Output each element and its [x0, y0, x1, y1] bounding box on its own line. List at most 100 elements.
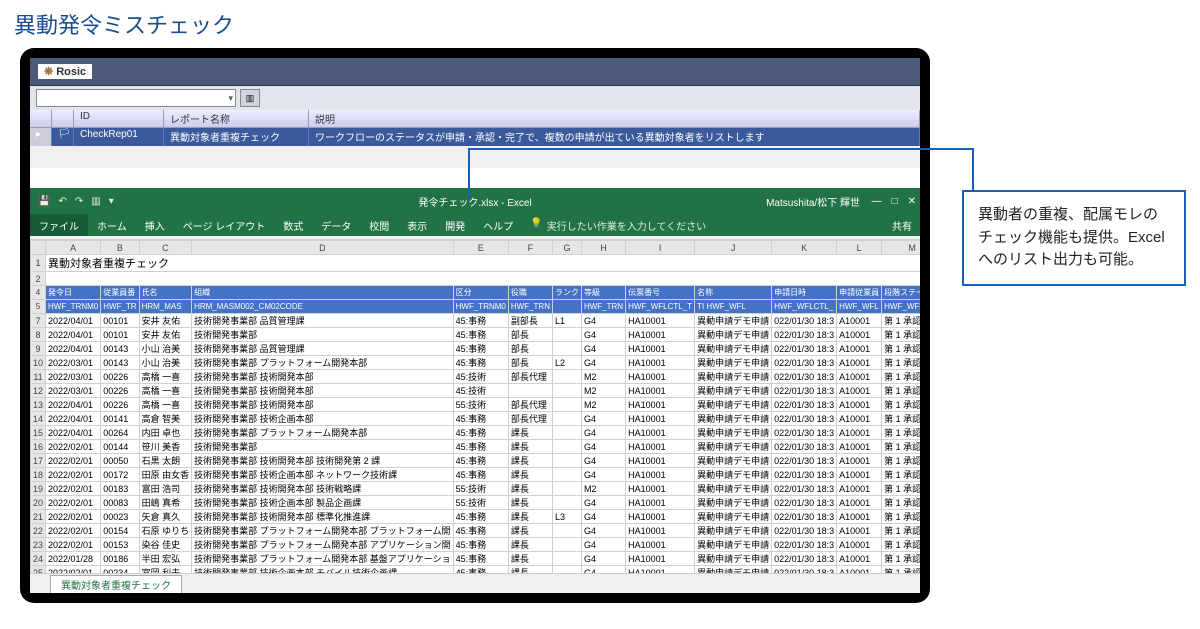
- cell[interactable]: L1: [552, 314, 581, 328]
- maximize-icon[interactable]: □: [892, 196, 898, 207]
- cell[interactable]: 異動申請デモ申請: [695, 412, 772, 426]
- cell[interactable]: 第 1 承認待ち: [882, 356, 920, 370]
- cell[interactable]: 022/01/30 18:3: [772, 314, 837, 328]
- cell[interactable]: 2022/01/28: [46, 552, 101, 566]
- grid-col-name[interactable]: レポート名称: [164, 110, 309, 127]
- cell[interactable]: 異動申請デモ申請: [695, 510, 772, 524]
- cell[interactable]: 00264: [101, 426, 139, 440]
- cell[interactable]: 染谷 佳史: [139, 538, 192, 552]
- cell[interactable]: HA10001: [626, 440, 695, 454]
- col-header[interactable]: E: [453, 241, 508, 255]
- cell[interactable]: 00023: [101, 510, 139, 524]
- cell[interactable]: 異動申請デモ申請: [695, 370, 772, 384]
- cell[interactable]: 異動申請デモ申請: [695, 468, 772, 482]
- col-header[interactable]: D: [192, 241, 454, 255]
- cell[interactable]: 第 1 承認待ち: [882, 538, 920, 552]
- cell[interactable]: HA10001: [626, 370, 695, 384]
- cell[interactable]: 部長: [508, 328, 552, 342]
- cell[interactable]: 異動申請デモ申請: [695, 552, 772, 566]
- row-header[interactable]: 12: [31, 384, 46, 398]
- cell[interactable]: 45:事務: [453, 566, 508, 574]
- field-header[interactable]: 従業員番: [101, 286, 139, 300]
- field-header[interactable]: 等級: [581, 286, 625, 300]
- cell[interactable]: 022/01/30 18:3: [772, 384, 837, 398]
- excel-user[interactable]: Matsushita/松下 輝世: [766, 194, 860, 209]
- cell[interactable]: 00226: [101, 398, 139, 412]
- cell[interactable]: G4: [581, 538, 625, 552]
- cell[interactable]: G4: [581, 552, 625, 566]
- cell[interactable]: 45:技術: [453, 370, 508, 384]
- col-header[interactable]: H: [581, 241, 625, 255]
- cell[interactable]: 第 1 承認待ち: [882, 328, 920, 342]
- cell[interactable]: A10001: [837, 426, 882, 440]
- cell[interactable]: 第 1 承認待ち: [882, 524, 920, 538]
- row-header[interactable]: 18: [31, 468, 46, 482]
- row-header[interactable]: 10: [31, 356, 46, 370]
- cell[interactable]: 異動申請デモ申請: [695, 398, 772, 412]
- cell[interactable]: L3: [552, 510, 581, 524]
- cell[interactable]: 宮岡 利夫: [139, 566, 192, 574]
- cell[interactable]: 高倉 智美: [139, 412, 192, 426]
- cell[interactable]: G4: [581, 510, 625, 524]
- cell[interactable]: 課長: [508, 566, 552, 574]
- cell[interactable]: 富田 浩司: [139, 482, 192, 496]
- cell[interactable]: 00234: [101, 566, 139, 574]
- cell[interactable]: 第 1 承認待ち: [882, 398, 920, 412]
- cell[interactable]: 技術開発事業部 技術開発本部: [192, 370, 454, 384]
- cell[interactable]: 45:事務: [453, 356, 508, 370]
- cell[interactable]: A10001: [837, 482, 882, 496]
- tell-me[interactable]: 💡実行したい作業を入力してください: [530, 218, 706, 233]
- cell[interactable]: A10001: [837, 384, 882, 398]
- cell[interactable]: A10001: [837, 342, 882, 356]
- cell[interactable]: 高橋 一喜: [139, 384, 192, 398]
- cell[interactable]: 022/01/30 18:3: [772, 538, 837, 552]
- share-button[interactable]: 共有: [892, 218, 912, 233]
- cell[interactable]: 課長: [508, 524, 552, 538]
- cell[interactable]: 2022/03/01: [46, 370, 101, 384]
- row-header[interactable]: 24: [31, 552, 46, 566]
- row-header[interactable]: 20: [31, 496, 46, 510]
- cell[interactable]: G4: [581, 496, 625, 510]
- cell[interactable]: A10001: [837, 566, 882, 574]
- cell[interactable]: A10001: [837, 524, 882, 538]
- cell[interactable]: HA10001: [626, 356, 695, 370]
- cell[interactable]: 技術開発事業部 技術開発本部 技術戦略課: [192, 482, 454, 496]
- cell[interactable]: 異動申請デモ申請: [695, 496, 772, 510]
- field-header[interactable]: 伝票番号: [626, 286, 695, 300]
- cell[interactable]: 技術開発事業部 品質管理課: [192, 314, 454, 328]
- cell[interactable]: 異動申請デモ申請: [695, 356, 772, 370]
- cell[interactable]: 2022/03/01: [46, 384, 101, 398]
- cell[interactable]: [552, 552, 581, 566]
- col-header[interactable]: A: [46, 241, 101, 255]
- col-header[interactable]: G: [552, 241, 581, 255]
- cell[interactable]: 第 1 承認待ち: [882, 566, 920, 574]
- cell[interactable]: M2: [581, 384, 625, 398]
- cell[interactable]: 00183: [101, 482, 139, 496]
- tab-home[interactable]: ホーム: [88, 214, 136, 236]
- cell[interactable]: 2022/02/01: [46, 510, 101, 524]
- col-header[interactable]: L: [837, 241, 882, 255]
- cell[interactable]: 高橋 一喜: [139, 398, 192, 412]
- cell[interactable]: HA10001: [626, 538, 695, 552]
- field-header[interactable]: 申請日時: [772, 286, 837, 300]
- cell[interactable]: 00050: [101, 454, 139, 468]
- cell[interactable]: 022/01/30 18:3: [772, 398, 837, 412]
- cell[interactable]: 45:事務: [453, 342, 508, 356]
- row-header[interactable]: 14: [31, 412, 46, 426]
- cell[interactable]: 2022/04/01: [46, 314, 101, 328]
- cell[interactable]: 技術開発事業部 技術開発本部 標準化推進課: [192, 510, 454, 524]
- cell[interactable]: 田原 由女香: [139, 468, 192, 482]
- cell[interactable]: 45:事務: [453, 412, 508, 426]
- cell[interactable]: 2022/04/01: [46, 328, 101, 342]
- row-header[interactable]: 9: [31, 342, 46, 356]
- cell[interactable]: HA10001: [626, 314, 695, 328]
- cell[interactable]: 安井 友佑: [139, 328, 192, 342]
- row-header[interactable]: 1: [31, 255, 46, 272]
- sheet-tab[interactable]: 異動対象者重複チェック: [50, 575, 182, 593]
- cell[interactable]: 異動申請デモ申請: [695, 482, 772, 496]
- cell[interactable]: 2022/02/01: [46, 566, 101, 574]
- field-header[interactable]: 名称: [695, 286, 772, 300]
- cell[interactable]: 2022/04/01: [46, 398, 101, 412]
- cell[interactable]: [552, 412, 581, 426]
- cell[interactable]: 課長: [508, 510, 552, 524]
